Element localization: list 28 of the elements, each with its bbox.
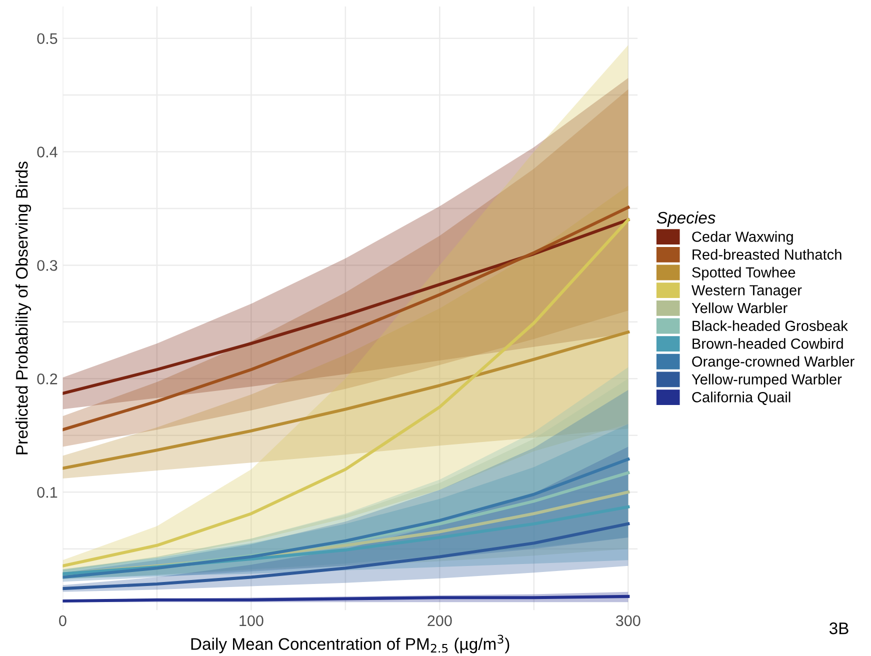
line-series (62, 206, 630, 432)
y-axis-title: Predicted Probability of Observing Birds (16, 162, 32, 454)
legend-title: Species (656, 211, 716, 227)
legend-label: Orange-crowned Warbler (692, 356, 854, 370)
x-tick-label: 200 (428, 615, 452, 626)
x-axis-title: Daily Mean Concentration of PM$_{2.5}$ (µg/m$^{3}$) (191, 634, 510, 654)
y-tick-label: 0.4 (37, 146, 58, 158)
legend-label: Red-breasted Nuthatch (692, 249, 842, 260)
line-series (62, 330, 630, 470)
legend-label: Yellow-rumped Warbler (692, 374, 842, 388)
legend-label: Western Tanager (692, 285, 802, 298)
legend-label: California Quail (692, 392, 790, 405)
y-tick-label: 0.5 (37, 33, 58, 44)
legend-label: Spotted Towhee (692, 266, 796, 280)
line-series (62, 218, 630, 568)
line-series (62, 522, 630, 590)
x-tick-label: 100 (240, 615, 264, 626)
y-tick-label: 0.3 (37, 260, 58, 271)
y-tick-label: 0.2 (37, 374, 58, 384)
legend-label: Yellow Warbler (692, 302, 788, 314)
line-series (62, 218, 630, 395)
x-tick-label: 0 (59, 615, 66, 626)
legend-label: Brown-headed Cowbird (692, 338, 843, 349)
x-tick-label: 300 (616, 615, 640, 626)
y-tick-label: 0.1 (37, 486, 58, 498)
legend-label: Black-headed Grosbeak (692, 320, 848, 332)
legend-label: Cedar Waxwing (692, 231, 793, 245)
text: 3B (829, 622, 848, 634)
